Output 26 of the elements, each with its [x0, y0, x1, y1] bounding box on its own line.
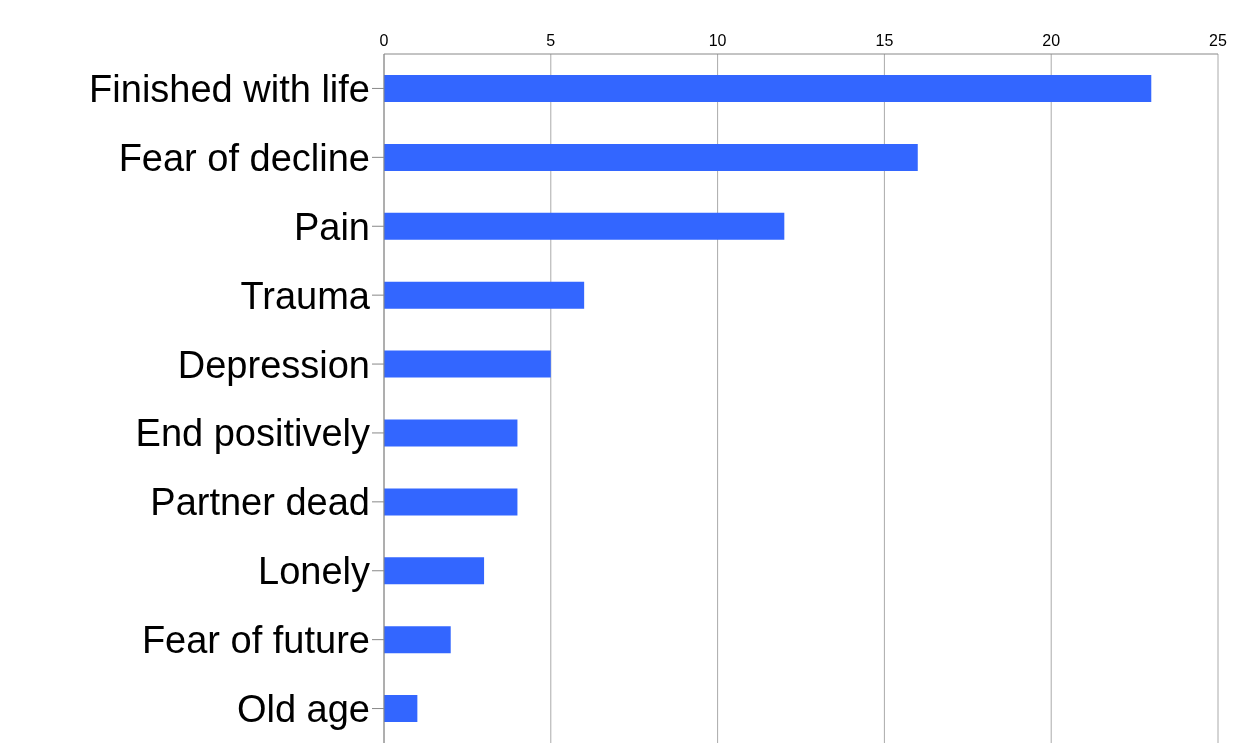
y-tick-label: End positively [135, 412, 370, 455]
bar [384, 488, 518, 516]
x-tick-label: 0 [379, 32, 389, 49]
bar [384, 281, 585, 309]
bar [384, 557, 485, 585]
y-tick-label: Lonely [258, 550, 370, 593]
bar [384, 350, 551, 378]
y-tick-label: Old age [236, 688, 370, 731]
y-tick-label: Fear of future [141, 619, 370, 662]
x-tick-label: 25 [1209, 32, 1227, 49]
y-tick-label: Pain [293, 205, 370, 248]
y-tick-label: Trauma [240, 274, 371, 317]
bar [384, 75, 1152, 102]
bar [384, 626, 451, 654]
x-tick-label: 15 [875, 32, 894, 49]
x-tick-label: 20 [1042, 32, 1061, 49]
bar [384, 212, 785, 240]
bar [384, 695, 418, 723]
x-tick-label: 5 [546, 32, 556, 49]
y-tick-label: Partner dead [150, 481, 370, 524]
y-tick-label: Fear of decline [118, 136, 370, 179]
x-tick-label: 10 [708, 32, 727, 49]
bar [384, 419, 518, 447]
y-tick-label: Depression [177, 343, 370, 386]
bar [384, 143, 918, 171]
y-tick-label: Finished with life [89, 67, 370, 110]
